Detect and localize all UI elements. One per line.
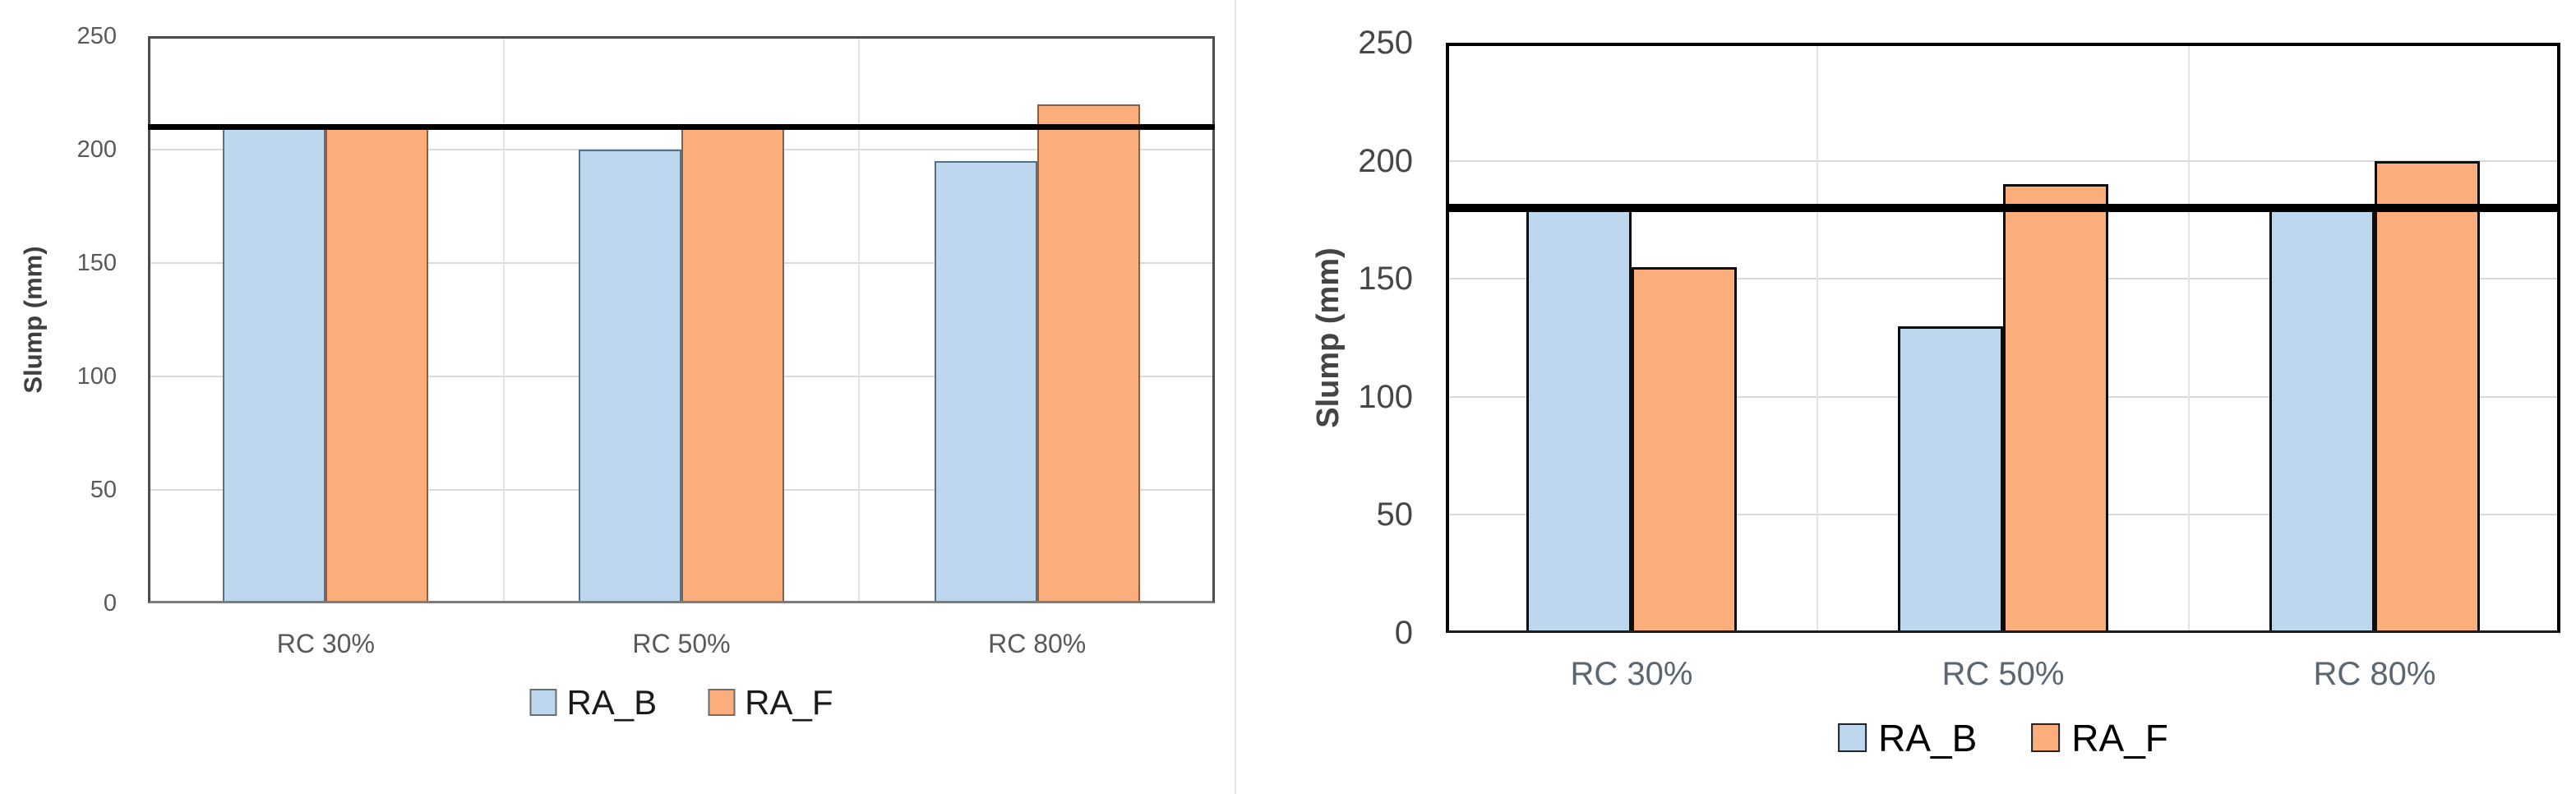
reference-line [148,123,1215,130]
legend-item-RA_F: RA_F [2031,719,2168,757]
bar-RA_F-RC-50% [2003,184,2109,633]
h-gridline [1446,159,2560,162]
legend-swatch-RA_B [1838,723,1867,752]
image-edge-divider [1235,0,1236,794]
v-gridline [502,36,505,603]
v-gridline [858,36,861,603]
x-category-label: RC 80% [2313,656,2436,692]
legend-item-RA_B: RA_B [529,682,658,722]
bar-RA_F-RC-80% [2375,160,2481,633]
legend-swatch-RA_F [708,689,736,716]
y-tick-label: 50 [1376,496,1414,533]
x-category-label: RC 50% [632,629,731,658]
right-slump-chart: 0 50 100 150 200 250 RC 30% RC 50% RC 80% Slump (… [1274,0,2576,794]
y-tick-label: 200 [76,136,117,163]
legend-swatch-RA_B [529,689,557,716]
y-tick-label: 100 [1358,378,1413,415]
bar-RA_B-RC-80% [2269,208,2375,633]
y-axis-title: Slump (mm) [1311,247,1346,428]
bar-RA_F-RC-50% [681,127,785,603]
x-category-label: RC 80% [988,629,1087,658]
y-tick-label: 0 [1394,615,1413,651]
legend-item-RA_B: RA_B [1838,719,1977,757]
v-gridline [1817,43,1818,633]
y-tick-label: 100 [76,362,117,390]
v-gridline [2188,43,2190,633]
bar-RA_F-RC-30% [325,127,429,603]
bar-RA_F-RC-30% [1632,266,1738,633]
y-tick-label: 200 [1358,142,1413,179]
y-tick-label: 50 [90,476,117,503]
legend-swatch-RA_F [2031,723,2061,752]
legend-label-RA_B: RA_B [566,682,658,722]
y-axis-title: Slump (mm) [18,246,48,394]
legend-label-RA_B: RA_B [1878,716,1978,759]
x-category-label: RC 30% [1570,656,1693,692]
legend-label-RA_F: RA_F [2071,716,2168,759]
legend: RA_B RA_F [1838,719,2168,757]
bar-RA_B-RC-30% [1526,208,1632,633]
legend: RA_B RA_F [529,682,833,722]
bar-RA_B-RC-50% [578,150,681,603]
y-tick-label: 250 [1358,25,1413,61]
legend-label-RA_F: RA_F [745,682,833,722]
bar-RA_B-RC-30% [223,127,326,603]
bar-RA_F-RC-80% [1036,104,1140,603]
y-tick-label: 250 [76,22,117,49]
y-tick-label: 150 [76,249,117,276]
bar-RA_B-RC-50% [1897,325,2003,633]
y-tick-label: 0 [103,589,117,616]
left-slump-chart: 0 50 100 150 200 250 RC 30% RC 50% RC 80% Slump (… [0,0,1241,794]
legend-item-RA_F: RA_F [708,682,833,722]
y-tick-label: 150 [1358,261,1413,298]
x-category-label: RC 30% [276,629,375,658]
reference-line [1446,204,2560,213]
x-category-label: RC 50% [1941,656,2065,692]
bar-RA_B-RC-80% [934,160,1037,603]
